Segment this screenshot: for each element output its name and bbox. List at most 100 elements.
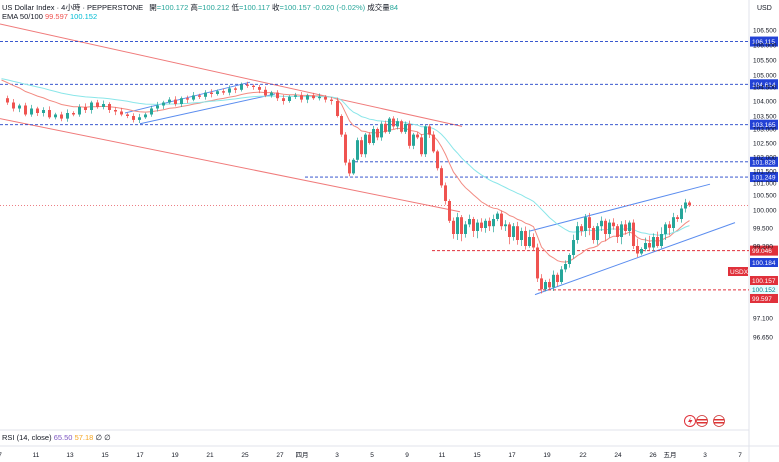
- candle-body: [270, 92, 273, 96]
- candle-body: [628, 222, 631, 231]
- time-tick-label: 11: [33, 452, 40, 459]
- rsi-value-1: 65.50: [53, 433, 73, 442]
- symbol-title: US Dollar Index · 4小時 · PEPPERSTONE: [2, 3, 144, 12]
- candle-body: [684, 202, 687, 209]
- candle-body: [592, 228, 595, 240]
- close-label: 收: [271, 3, 280, 12]
- candle-body: [258, 87, 261, 90]
- candle-body: [520, 231, 523, 240]
- candle-body: [568, 255, 571, 264]
- ema100-value: 100.152: [70, 12, 98, 21]
- ema-legend[interactable]: EMA 50/100 99.597 100.152: [2, 12, 97, 21]
- candle-body: [138, 117, 141, 120]
- candle-body: [48, 110, 51, 118]
- price-tick-label: 96.650: [753, 335, 773, 342]
- candle-body: [540, 278, 543, 290]
- candle-body: [348, 162, 351, 174]
- candle-body: [156, 105, 159, 109]
- candle-body: [584, 217, 587, 231]
- price-tick-label: 97.100: [753, 316, 773, 323]
- axis-tag-text: USDX: [730, 269, 749, 276]
- price-tick-label: 100.500: [753, 193, 777, 200]
- candle-body: [372, 129, 375, 143]
- price-tick-label: 102.000: [753, 155, 777, 162]
- time-tick-label: 21: [206, 452, 214, 459]
- axis-tag: [750, 294, 778, 303]
- level-price-tag: [750, 245, 778, 256]
- candle-body: [330, 99, 333, 101]
- candle-body: [488, 220, 491, 227]
- candle-body: [54, 114, 57, 118]
- candle-body: [608, 222, 611, 234]
- rsi-value-3: ∅: [95, 433, 102, 442]
- candle-body: [408, 123, 411, 146]
- candle-body: [246, 84, 249, 86]
- candle-body: [656, 237, 659, 246]
- price-tick-label: 103.500: [753, 114, 777, 121]
- us-flag-icon[interactable]: [713, 415, 725, 427]
- candle-body: [544, 282, 547, 290]
- candle-body: [412, 134, 415, 146]
- time-tick-label: 22: [579, 452, 587, 459]
- candle-body: [668, 224, 671, 228]
- candle-body: [532, 237, 535, 248]
- candle-body: [580, 226, 583, 231]
- high-label: 高: [190, 3, 198, 12]
- candle-body: [318, 96, 321, 99]
- candle-body: [676, 217, 679, 219]
- price-tick-label: 106.500: [753, 28, 777, 35]
- candle-body: [572, 240, 575, 255]
- candle-body: [352, 159, 355, 174]
- candle-body: [468, 219, 471, 225]
- candle-body: [452, 220, 455, 234]
- candle-body: [234, 88, 237, 90]
- axis-tag-text: 100.152: [752, 287, 776, 294]
- candle-body: [344, 134, 347, 163]
- candle-body: [126, 114, 129, 116]
- time-tick-label: 5: [370, 452, 374, 459]
- rsi-legend[interactable]: RSI (14, close) 65.50 57.18 ∅ ∅: [2, 433, 111, 442]
- candle-body: [288, 96, 291, 101]
- candle-body: [276, 92, 279, 99]
- candle-body: [360, 140, 363, 155]
- candle-body: [460, 217, 463, 234]
- candle-body: [60, 114, 63, 119]
- candle-body: [66, 113, 69, 119]
- candle-body: [492, 219, 495, 227]
- candle-body: [240, 84, 243, 90]
- candle-body: [500, 213, 503, 227]
- candle-body: [216, 91, 219, 94]
- time-tick-label: 19: [543, 452, 551, 459]
- price-tick-label: 101.000: [753, 181, 777, 188]
- time-tick-label: 25: [241, 452, 249, 459]
- candle-body: [150, 108, 153, 115]
- price-tick-label: 100.000: [753, 208, 777, 215]
- candle-body: [222, 91, 225, 93]
- open-label: 開: [149, 3, 157, 12]
- candle-body: [564, 264, 567, 270]
- candle-body: [548, 282, 551, 288]
- change-value: -0.020 (-0.02%): [313, 3, 366, 12]
- candle-body: [552, 274, 555, 288]
- low-label: 低: [231, 3, 239, 12]
- level-price-tag: [750, 119, 778, 130]
- symbol-legend[interactable]: US Dollar Index · 4小時 · PEPPERSTONE 開 =10…: [2, 2, 398, 13]
- candle-body: [624, 224, 627, 231]
- candle-body: [480, 222, 483, 228]
- candle-body: [120, 111, 123, 115]
- level-price-text: 104.614: [752, 82, 776, 89]
- candle-body: [24, 105, 27, 115]
- candle-body: [168, 99, 171, 103]
- candle-body: [364, 134, 367, 155]
- candle-body: [644, 243, 647, 249]
- time-tick-label: 27: [276, 452, 284, 459]
- time-tick-label: 15: [473, 452, 481, 459]
- candle-body: [204, 92, 207, 97]
- low-value: =100.117: [238, 3, 270, 12]
- us-flag-icon[interactable]: [696, 415, 708, 427]
- candle-body: [632, 222, 635, 246]
- candle-body: [78, 107, 81, 115]
- ema50-line: [1, 79, 690, 263]
- candle-body: [512, 226, 515, 237]
